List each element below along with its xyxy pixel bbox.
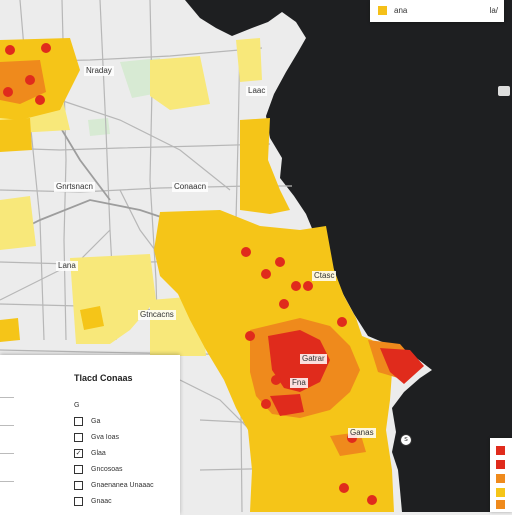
hotspot-marker[interactable] bbox=[261, 399, 271, 409]
panel-edge-line bbox=[0, 425, 14, 426]
place-label: Nraday bbox=[84, 66, 114, 76]
lake-water bbox=[185, 0, 512, 512]
filter-row[interactable]: Gncosoas bbox=[74, 463, 123, 475]
filter-row[interactable]: Gnaenanea Unaaac bbox=[74, 479, 154, 491]
place-label: Conaacn bbox=[172, 182, 209, 192]
hotspot-marker[interactable] bbox=[337, 317, 347, 327]
filter-row[interactable]: Ga bbox=[74, 415, 100, 427]
filter-panel: Tlacd Conaas G Ga Gva Ioas Glaa Gncosoas… bbox=[0, 355, 180, 515]
place-label: Ctasc bbox=[312, 271, 337, 281]
hotspot-marker[interactable] bbox=[271, 375, 281, 385]
hotspot-markers bbox=[3, 43, 377, 505]
filter-label: Gnaac bbox=[91, 497, 112, 505]
panel-edge-line bbox=[0, 481, 14, 482]
hotspot-marker[interactable] bbox=[245, 331, 255, 341]
filter-label: Gncosoas bbox=[91, 465, 123, 473]
hotspot-marker[interactable] bbox=[41, 43, 51, 53]
hotspot-marker[interactable] bbox=[5, 45, 15, 55]
place-label: Ganas bbox=[348, 428, 376, 438]
legend-swatch-orange bbox=[496, 474, 505, 483]
filter-checkbox[interactable] bbox=[74, 448, 83, 458]
legend-swatch-red bbox=[496, 460, 505, 469]
legend-swatch-yellow bbox=[496, 488, 505, 497]
hotspot-marker[interactable] bbox=[291, 281, 301, 291]
filter-row-marker: G bbox=[74, 399, 79, 411]
place-label: Lana bbox=[56, 261, 78, 271]
filter-panel-title: Tlacd Conaas bbox=[74, 373, 133, 383]
top-legend: ana la/ bbox=[370, 0, 504, 22]
filter-label: Gva Ioas bbox=[91, 433, 120, 441]
place-label: Fna bbox=[290, 378, 308, 388]
hotspot-marker[interactable] bbox=[303, 281, 313, 291]
place-label: Laac bbox=[246, 86, 268, 96]
legend-right-label: la/ bbox=[489, 6, 498, 15]
panel-edge-line bbox=[0, 453, 14, 454]
hotspot-marker[interactable] bbox=[241, 247, 251, 257]
filter-row[interactable]: Glaa bbox=[74, 447, 106, 459]
map-control-chip[interactable] bbox=[498, 86, 510, 96]
hotspot-marker[interactable] bbox=[339, 483, 349, 493]
legend-swatch-orange bbox=[496, 500, 505, 509]
map-marker-icon[interactable]: s bbox=[400, 434, 412, 446]
filter-checkbox[interactable] bbox=[74, 416, 83, 426]
filter-checkbox[interactable] bbox=[74, 464, 83, 474]
hotspot-marker[interactable] bbox=[261, 269, 271, 279]
density-very-high bbox=[268, 330, 424, 416]
legend-swatch bbox=[378, 6, 387, 15]
filter-label: Glaa bbox=[91, 449, 106, 457]
color-scale-legend bbox=[490, 438, 512, 512]
filter-row[interactable]: Gva Ioas bbox=[74, 431, 119, 443]
place-label: Gtncacns bbox=[138, 310, 176, 320]
hotspot-marker[interactable] bbox=[279, 299, 289, 309]
filter-label: Gnaenanea Unaaac bbox=[91, 481, 154, 489]
filter-row-marker-label: G bbox=[74, 401, 80, 409]
filter-row[interactable]: Gnaac bbox=[74, 495, 112, 507]
hotspot-marker[interactable] bbox=[25, 75, 35, 85]
place-label: Gnrtsnacn bbox=[54, 182, 95, 192]
hotspot-marker[interactable] bbox=[367, 495, 377, 505]
hotspot-marker[interactable] bbox=[35, 95, 45, 105]
filter-checkbox[interactable] bbox=[74, 480, 83, 490]
filter-checkbox[interactable] bbox=[74, 432, 83, 442]
legend-label: ana bbox=[394, 6, 408, 15]
hotspot-marker[interactable] bbox=[275, 257, 285, 267]
filter-checkbox[interactable] bbox=[74, 496, 83, 506]
park-area bbox=[88, 118, 110, 136]
filter-label: Ga bbox=[91, 417, 101, 425]
legend-swatch-red bbox=[496, 446, 505, 455]
place-label: Gatrar bbox=[300, 354, 327, 364]
panel-edge-line bbox=[0, 397, 14, 398]
hotspot-marker[interactable] bbox=[3, 87, 13, 97]
